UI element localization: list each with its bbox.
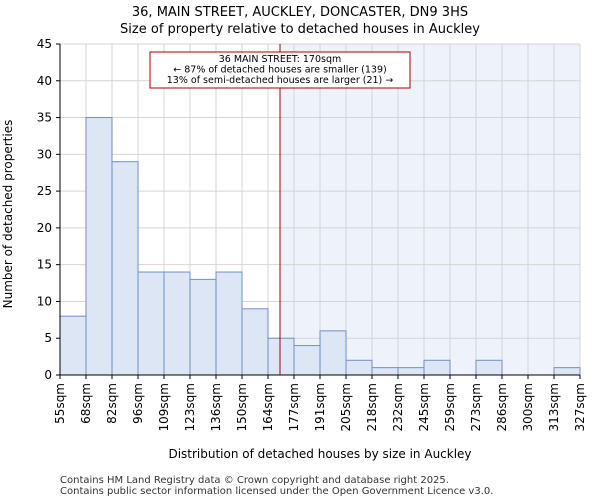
annotation-line-1: 36 MAIN STREET: 170sqm [219, 54, 342, 65]
x-tick-label: 259sqm [443, 383, 457, 431]
bar-273sqm [475, 359, 503, 376]
x-tick-label: 136sqm [209, 383, 223, 431]
bar-96sqm [137, 271, 165, 376]
y-tick-label: 30 [37, 147, 52, 161]
y-tick-label: 25 [37, 184, 52, 198]
x-tick-label: 273sqm [469, 383, 483, 431]
x-tick-label: 177sqm [287, 383, 301, 431]
y-tick-label: 20 [37, 221, 52, 235]
chart-title: 36, MAIN STREET, AUCKLEY, DONCASTER, DN9… [132, 5, 468, 20]
bar-191sqm [319, 330, 347, 376]
bar-218sqm [371, 367, 399, 376]
x-tick-label: 68sqm [79, 383, 93, 424]
y-tick-label: 35 [37, 111, 52, 125]
x-tick-label: 191sqm [313, 383, 327, 431]
x-tick-label: 205sqm [339, 383, 353, 431]
y-tick-label: 0 [44, 368, 52, 382]
annotation-line-2: ← 87% of detached houses are smaller (13… [173, 65, 386, 76]
bar-136sqm [215, 271, 243, 376]
larger-region-shade [280, 44, 580, 375]
bar-164sqm [267, 337, 295, 376]
x-tick-label: 109sqm [157, 383, 171, 431]
x-tick-label: 150sqm [235, 383, 249, 431]
x-tick-label: 218sqm [365, 383, 379, 431]
footer-line-1: Contains HM Land Registry data © Crown c… [60, 475, 449, 486]
x-tick-label: 286sqm [495, 383, 509, 431]
x-tick-label: 123sqm [183, 383, 197, 431]
x-tick-label: 55sqm [53, 383, 67, 424]
y-tick-label: 10 [37, 294, 52, 308]
x-tick-label: 96sqm [131, 383, 145, 424]
bar-123sqm [189, 278, 217, 376]
bar-55sqm [59, 315, 87, 376]
x-axis-label: Distribution of detached houses by size … [168, 447, 471, 461]
bar-232sqm [397, 367, 425, 376]
bar-177sqm [293, 345, 321, 376]
x-tick-label: 82sqm [105, 383, 119, 424]
annotation-line-3: 13% of semi-detached houses are larger (… [167, 75, 394, 86]
x-tick-label: 245sqm [417, 383, 431, 431]
y-axis-label: Number of detached properties [1, 120, 15, 309]
x-tick-label: 327sqm [573, 383, 587, 431]
bar-245sqm [423, 359, 451, 376]
x-tick-label: 313sqm [547, 383, 561, 431]
bar-82sqm [111, 161, 139, 376]
annotation-box [149, 51, 411, 89]
bar-313sqm [553, 367, 581, 376]
x-tick-label: 232sqm [391, 383, 405, 431]
y-tick-label: 40 [37, 74, 52, 88]
footer-line-2: Contains public sector information licen… [60, 486, 493, 497]
chart-subtitle: Size of property relative to detached ho… [120, 22, 480, 37]
x-tick-label: 300sqm [521, 383, 535, 431]
bar-109sqm [163, 271, 191, 376]
y-tick-label: 5 [44, 331, 52, 345]
bar-68sqm [85, 117, 113, 376]
x-tick-label: 164sqm [261, 383, 275, 431]
bar-205sqm [345, 359, 373, 376]
plot-area: 0 5 10 15 20 25 30 35 40 45 55sqm 68sqm 82sqm 96sqm 10… [37, 37, 587, 431]
y-tick-label: 15 [37, 258, 52, 272]
bar-150sqm [241, 308, 269, 376]
y-tick-label: 45 [37, 37, 52, 51]
